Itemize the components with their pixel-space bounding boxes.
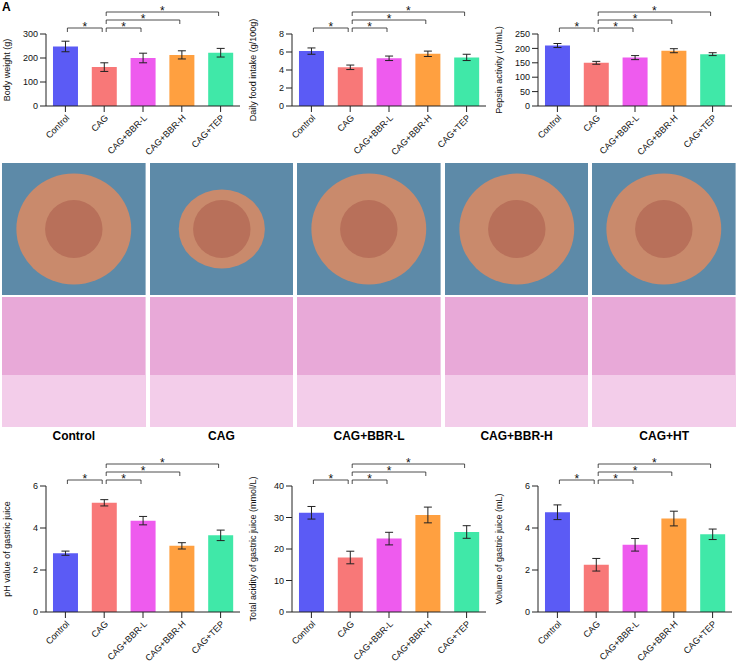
html-text:A: A [2,0,11,14]
svg-text:CAG: CAG [89,113,110,134]
svg-text:Total acidity of gastric juice: Total acidity of gastric juice (mmol/L) [248,476,258,621]
svg-text:CAG+BBR-L: CAG+BBR-L [105,618,149,663]
svg-text:CAG+BBR-H: CAG+BBR-H [635,619,679,663]
svg-text:4: 4 [279,65,284,75]
svg-text:300: 300 [23,29,38,39]
svg-text:CAG+TEP: CAG+TEP [682,619,719,656]
svg-text:CAG+BBR-H: CAG+BBR-H [143,113,187,157]
svg-text:CAG+BBR-L: CAG+BBR-L [351,618,395,663]
svg-text:Control: Control [536,619,564,647]
svg-text:Daily food intake (g/100g): Daily food intake (g/100g) [248,19,258,122]
svg-text:200: 200 [23,53,38,63]
svg-text:*: * [406,4,411,18]
svg-text:0: 0 [279,607,284,617]
svg-text:*: * [121,472,126,486]
svg-text:*: * [160,4,165,18]
svg-text:*: * [328,472,333,486]
svg-text:*: * [652,456,657,470]
svg-text:*: * [82,472,87,486]
svg-text:0: 0 [33,607,38,617]
svg-text:200: 200 [515,44,530,54]
svg-text:Volume of gastric juice (mL): Volume of gastric juice (mL) [494,493,504,604]
svg-text:pH value of gastric juice: pH value of gastric juice [2,501,12,597]
svg-text:CAG+BBR-L: CAG+BBR-L [351,112,395,157]
html-text:Control: Control [52,429,96,443]
svg-text:6: 6 [33,481,38,491]
svg-text:*: * [613,20,618,34]
svg-text:CAG+BBR-H: CAG+BBR-H [389,113,433,157]
svg-text:8: 8 [279,29,284,39]
svg-text:100: 100 [515,72,530,82]
svg-text:*: * [82,20,87,34]
svg-text:Control: Control [290,113,318,141]
svg-text:Control: Control [536,113,564,141]
svg-text:250: 250 [515,29,530,39]
svg-text:50: 50 [520,87,530,97]
svg-text:CAG: CAG [581,619,602,640]
svg-text:CAG+BBR-H: CAG+BBR-H [143,619,187,663]
svg-text:Control: Control [290,619,318,647]
svg-text:CAG+TEP: CAG+TEP [190,113,227,150]
svg-text:CAG+BBR-L: CAG+BBR-L [597,112,641,157]
svg-text:0: 0 [525,101,530,111]
svg-text:*: * [160,456,165,470]
svg-text:Body weight (g): Body weight (g) [2,39,12,102]
svg-text:*: * [328,20,333,34]
svg-text:*: * [652,4,657,18]
html-text:CAG: CAG [208,429,235,443]
svg-text:CAG+TEP: CAG+TEP [682,113,719,150]
svg-text:4: 4 [33,523,38,533]
svg-text:CAG+TEP: CAG+TEP [436,619,473,656]
svg-text:40: 40 [274,481,284,491]
svg-text:*: * [406,456,411,470]
svg-text:CAG+BBR-H: CAG+BBR-H [389,619,433,663]
svg-text:CAG: CAG [89,619,110,640]
svg-text:*: * [613,472,618,486]
svg-text:CAG: CAG [335,113,356,134]
svg-text:2: 2 [279,83,284,93]
svg-text:20: 20 [274,544,284,554]
svg-text:4: 4 [525,523,530,533]
svg-text:*: * [633,464,638,478]
svg-text:*: * [387,12,392,26]
svg-text:150: 150 [515,58,530,68]
svg-text:0: 0 [525,607,530,617]
svg-text:CAG+BBR-L: CAG+BBR-L [597,618,641,663]
svg-text:100: 100 [23,77,38,87]
svg-text:*: * [367,20,372,34]
svg-text:30: 30 [274,513,284,523]
svg-text:*: * [141,464,146,478]
svg-text:CAG: CAG [581,113,602,134]
svg-text:CAG+BBR-L: CAG+BBR-L [105,112,149,157]
svg-text:0: 0 [33,101,38,111]
svg-text:10: 10 [274,576,284,586]
svg-text:Control: Control [44,113,72,141]
html-text:CAG+BBR-L: CAG+BBR-L [333,429,405,443]
svg-text:*: * [633,12,638,26]
html-text:CAG+HT: CAG+HT [639,429,689,443]
svg-text:Control: Control [44,619,72,647]
svg-text:0: 0 [279,101,284,111]
svg-text:CAG+BBR-H: CAG+BBR-H [635,113,679,157]
svg-text:*: * [367,472,372,486]
svg-text:CAG+TEP: CAG+TEP [190,619,227,656]
svg-text:2: 2 [525,565,530,575]
svg-text:6: 6 [279,47,284,57]
svg-text:*: * [141,12,146,26]
html-text:CAG+BBR-H: CAG+BBR-H [480,429,553,443]
svg-text:*: * [387,464,392,478]
svg-text:Pepsin activity (U/mL): Pepsin activity (U/mL) [494,26,504,114]
svg-text:*: * [574,472,579,486]
svg-text:6: 6 [525,481,530,491]
svg-text:CAG: CAG [335,619,356,640]
svg-text:2: 2 [33,565,38,575]
svg-text:*: * [121,20,126,34]
svg-text:CAG+TEP: CAG+TEP [436,113,473,150]
svg-text:*: * [574,20,579,34]
